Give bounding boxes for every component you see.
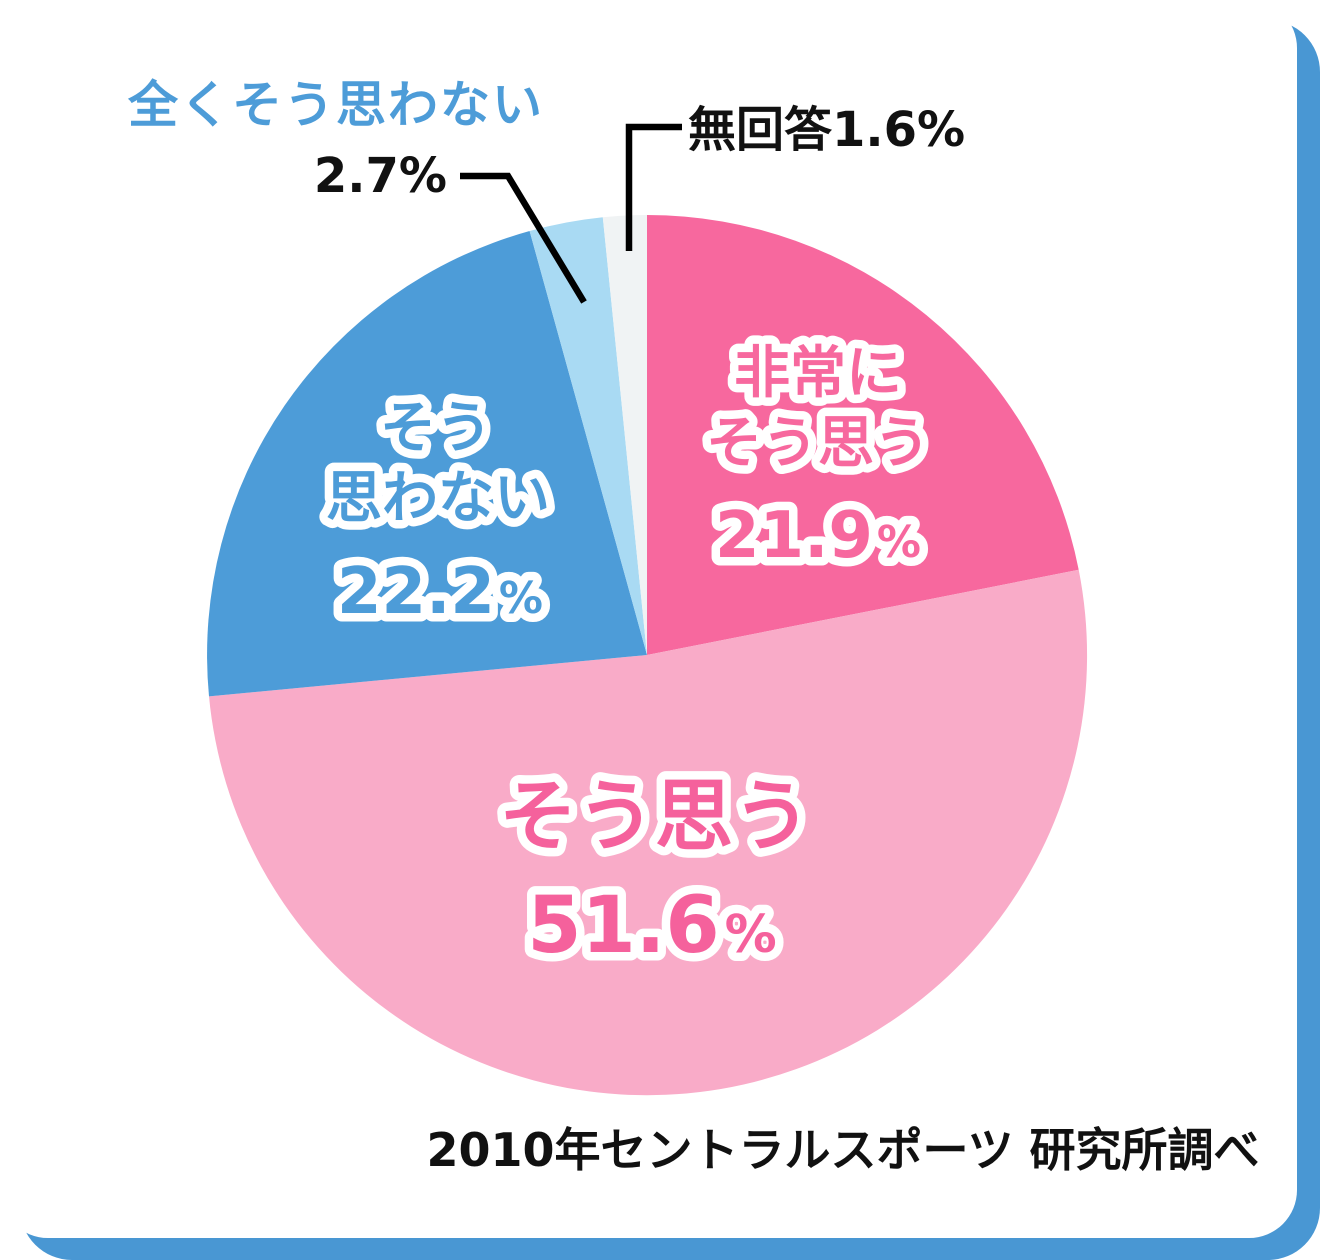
slice-label-strongly-agree-line2: そう思う [706, 411, 930, 476]
slice-label-disagree-line2: 思わない [326, 466, 550, 531]
slice-pct-strongly-agree: 21.9% [715, 499, 921, 573]
slice-pct-disagree: 22.2% [337, 555, 543, 629]
pie-slice-4 [529, 217, 647, 655]
slice-label-strongly-agree-line1: 非常に [734, 341, 902, 406]
pie-slice-2 [209, 569, 1088, 1096]
slice-pct-agree: 51.6% [527, 881, 777, 971]
leader-line-no-answer [625, 123, 682, 251]
slice-label-agree: そう思う [499, 772, 811, 862]
pie-slice-5 [602, 214, 647, 655]
pie-slice-3 [207, 231, 647, 697]
callout-strongly-disagree-pct: 2.7% [314, 148, 447, 204]
slice-label-disagree-line1: そう [380, 396, 492, 461]
callout-no-answer-label: 無回答1.6% [688, 102, 965, 158]
callout-strongly-disagree-label: 全くそう思わない [127, 76, 544, 134]
pie-slice-1 [647, 215, 1079, 655]
pie-slices [207, 214, 1088, 1096]
source-note: 2010年セントラルスポーツ 研究所調べ [426, 1123, 1259, 1177]
leader-line-strongly-disagree [460, 172, 587, 304]
